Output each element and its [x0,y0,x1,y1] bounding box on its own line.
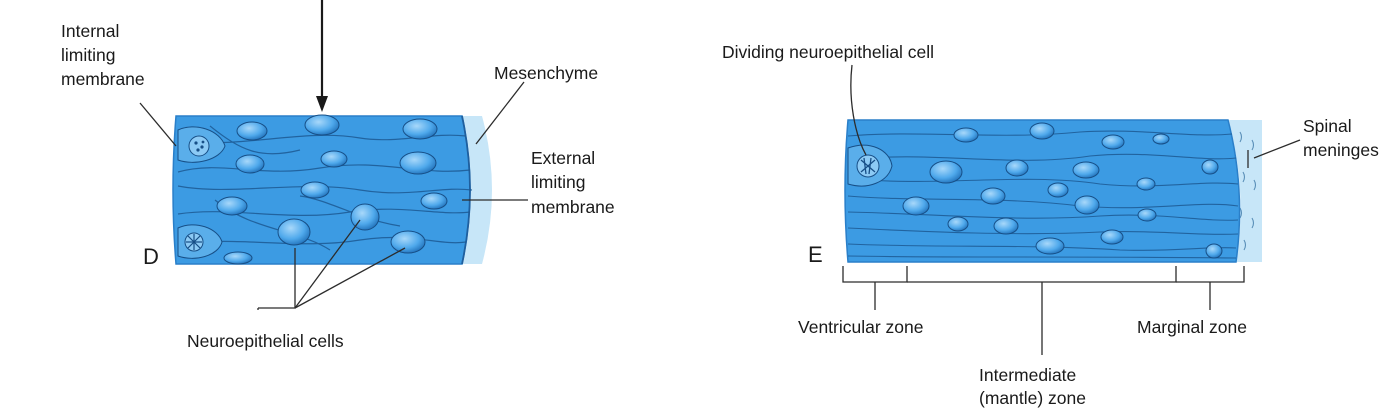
label-external-limiting-line3: membrane [531,197,615,217]
label-spinal-meninges-line2: meninges [1303,140,1379,160]
spinal-meninges-region [1228,120,1262,262]
panel-letter-e: E [808,242,823,267]
label-neuroepithelial-cells: Neuroepithelial cells [187,331,344,351]
label-mesenchyme: Mesenchyme [494,63,598,83]
leader-lines-e [850,64,1301,168]
spinal-cord-tissue [844,119,1241,263]
label-intermediate-zone-line2: (mantle) zone [979,388,1086,408]
label-external-limiting-line1: External [531,148,595,168]
arrowhead-d [316,96,328,112]
label-ventricular-zone: Ventricular zone [798,317,924,337]
label-internal-limiting-line2: limiting [61,45,115,65]
label-marginal-zone: Marginal zone [1137,317,1247,337]
nuclei-e [902,122,1223,259]
label-dividing-cell: Dividing neuroepithelial cell [722,42,934,62]
label-intermediate-zone-line1: Intermediate [979,365,1076,385]
label-internal-limiting-line1: Internal [61,21,119,41]
label-internal-limiting-line3: membrane [61,69,145,89]
panel-e: Dividing neuroepithelial cell Spinal men… [722,42,1379,408]
panel-d: Internal limiting membrane Mesenchyme Ex… [61,0,615,351]
panel-letter-d: D [143,244,159,269]
meninges-fibers [1239,131,1257,251]
nuclei-d [216,114,448,265]
label-external-limiting-line2: limiting [531,172,585,192]
label-spinal-meninges-line1: Spinal [1303,116,1352,136]
dividing-cells-d [177,126,226,259]
zone-brackets [842,266,1245,355]
dividing-cell-e [847,144,893,187]
leader-lines-d [139,81,528,310]
